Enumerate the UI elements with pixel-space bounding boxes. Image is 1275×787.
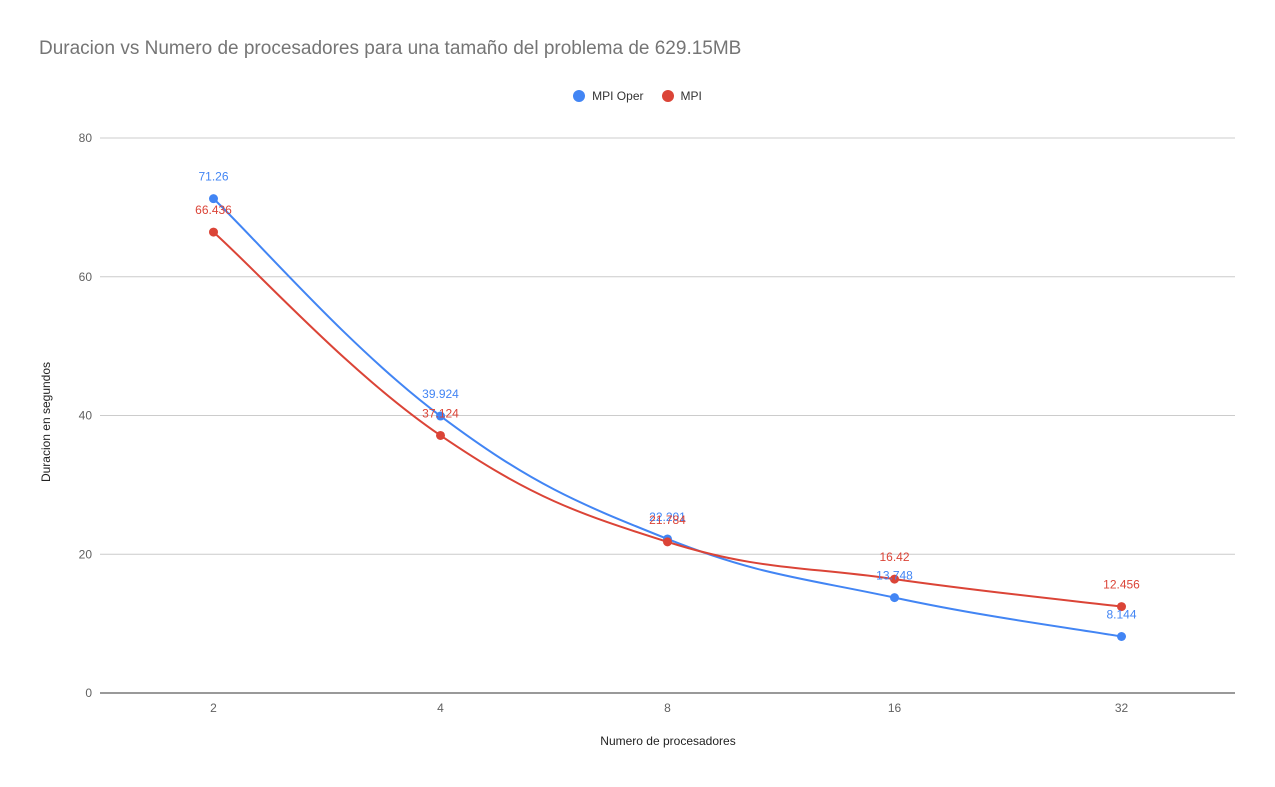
y-axis-title: Duracion en segundos — [39, 362, 53, 482]
series-line-0 — [212, 197, 1122, 638]
series-line-1 — [212, 231, 1122, 608]
data-label: 71.26 — [198, 170, 228, 184]
data-label: 66.436 — [195, 203, 232, 217]
legend: MPI Oper MPI — [0, 89, 1275, 103]
data-label: 37.124 — [422, 406, 459, 420]
data-point — [209, 194, 218, 204]
data-point — [1117, 602, 1126, 612]
data-label: 21.784 — [649, 513, 686, 527]
x-tick-label: 32 — [1115, 701, 1129, 715]
x-tick-label: 16 — [888, 701, 902, 715]
data-point — [663, 537, 672, 547]
x-tick-label: 2 — [210, 701, 217, 715]
x-tick-label: 4 — [437, 701, 444, 715]
data-point — [890, 574, 899, 584]
legend-marker-icon — [661, 90, 674, 102]
y-tick-label: 80 — [79, 131, 93, 145]
data-label: 22.201 — [649, 510, 686, 524]
data-point — [1117, 632, 1126, 642]
x-tick-label: 8 — [664, 701, 671, 715]
legend-item-mpi[interactable]: MPI — [661, 89, 702, 103]
y-tick-label: 60 — [79, 270, 93, 284]
chart-title: Duracion vs Numero de procesadores para … — [39, 38, 742, 59]
legend-item-mpi-oper[interactable]: MPI Oper — [573, 89, 644, 103]
legend-label: MPI Oper — [592, 89, 644, 103]
data-point — [436, 411, 445, 421]
x-axis-title: Numero de procesadores — [600, 734, 735, 748]
data-label: 8.144 — [1106, 608, 1136, 622]
data-label: 39.924 — [422, 387, 459, 401]
data-label: 16.42 — [879, 550, 909, 564]
data-label: 12.456 — [1103, 578, 1140, 592]
y-tick-label: 20 — [79, 547, 93, 561]
data-label: 13.748 — [876, 569, 913, 583]
data-point — [436, 430, 445, 440]
legend-marker-icon — [573, 90, 586, 102]
y-tick-label: 40 — [79, 409, 93, 423]
data-point — [890, 593, 899, 603]
data-point — [209, 227, 218, 237]
y-tick-label: 0 — [85, 686, 92, 700]
legend-label: MPI — [680, 89, 702, 103]
